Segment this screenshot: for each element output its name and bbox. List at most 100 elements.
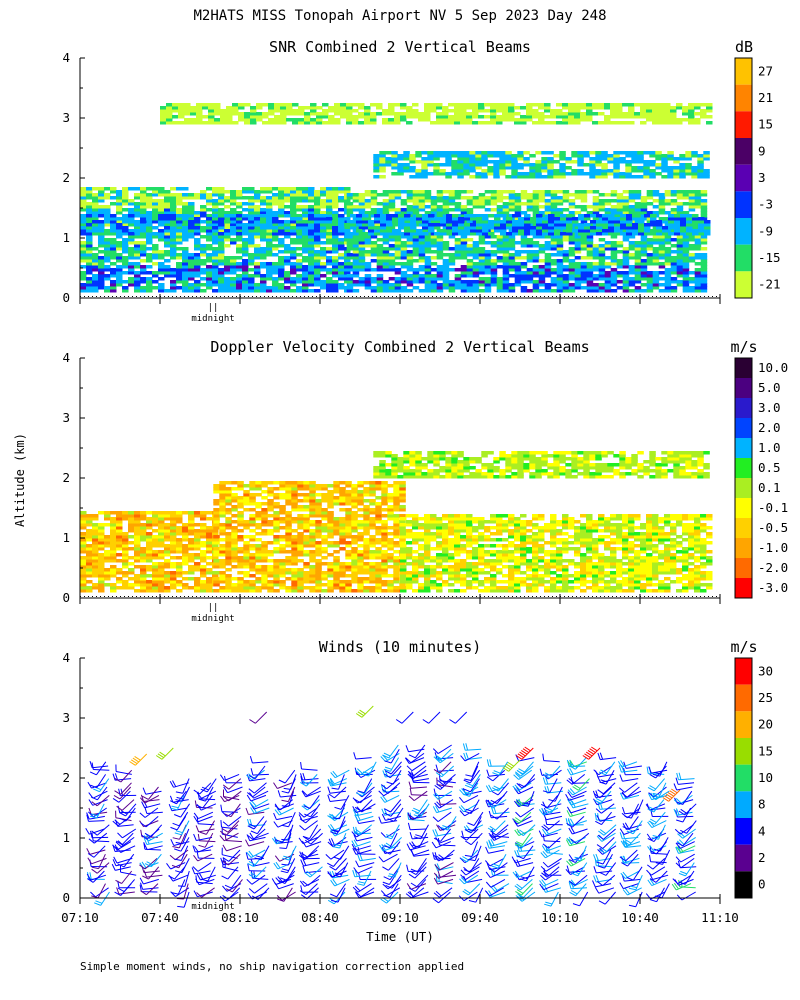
snr-cell [206,283,213,287]
snr-cell [182,256,189,260]
doppler-cell [116,511,123,515]
snr-cell [176,274,183,278]
snr-cell [508,256,516,260]
doppler-cell [80,556,87,560]
doppler-cell [164,577,171,581]
snr-cell [184,109,191,113]
snr-cell [230,217,237,221]
snr-cell [284,205,291,209]
snr-cell [296,223,303,227]
doppler-cell [110,529,117,533]
snr-cell [422,217,429,221]
snr-cell [622,196,630,200]
snr-cell [616,103,623,107]
snr-cell [266,220,273,224]
doppler-cell [237,565,244,569]
snr-cell [230,220,237,224]
doppler-cell [176,517,183,521]
snr-cell [170,274,177,278]
snr-cell [478,193,486,197]
snr-cell [562,199,570,203]
snr-cell [200,277,207,281]
snr-cell [454,268,462,272]
snr-cell [589,160,596,164]
snr-cell [406,253,414,257]
snr-cell [232,103,239,107]
snr-cell [230,241,237,245]
snr-cell [262,121,269,125]
snr-cell [380,220,387,224]
doppler-cell [231,499,238,503]
doppler-cell [140,553,147,557]
snr-cell [625,169,632,173]
snr-cell [646,109,653,113]
doppler-cell [176,574,183,578]
doppler-cell [98,577,105,581]
snr-cell [466,286,474,290]
snr-cell [466,253,474,257]
doppler-cell [213,550,220,554]
snr-cell [520,265,528,269]
snr-cell [194,253,201,257]
snr-cell [262,112,269,116]
snr-cell [332,205,339,209]
snr-cell [544,106,551,110]
snr-cell [508,106,515,110]
snr-cell [320,217,327,221]
snr-cell [580,238,588,242]
snr-cell [574,103,581,107]
snr-cell [586,103,593,107]
snr-cell [146,256,153,260]
snr-cell [658,202,666,206]
snr-cell [472,265,480,269]
doppler-cell [170,583,177,587]
snr-cell [418,253,426,257]
snr-cell [332,220,339,224]
snr-cell [332,244,339,248]
doppler-cell [219,574,226,578]
snr-cell [382,112,389,116]
snr-cell [484,202,492,206]
doppler-cell [134,541,141,545]
doppler-cell [152,583,159,587]
snr-cell [592,244,600,248]
snr-cell [376,274,384,278]
snr-cell [200,193,207,197]
snr-cell [364,268,372,272]
doppler-cell [86,520,93,524]
snr-cell [308,250,315,254]
snr-cell [182,217,189,221]
snr-cell [164,205,171,209]
snr-cell [188,274,195,278]
snr-cell [346,244,354,248]
snr-cell [98,211,105,215]
snr-cell [122,220,129,224]
doppler-cell [152,544,159,548]
snr-cell [436,271,444,275]
snr-cell [386,217,393,221]
snr-cell [104,211,111,215]
doppler-cell [116,538,123,542]
snr-cell [388,256,396,260]
snr-cell [424,238,432,242]
snr-cell [146,223,153,227]
snr-cell [146,220,153,224]
snr-cell [382,202,390,206]
snr-cell [152,235,159,239]
snr-cell [664,241,672,245]
doppler-cell [213,508,220,512]
snr-cell [224,259,231,263]
snr-cell [146,238,153,242]
snr-cell [680,226,687,230]
doppler-cell [80,541,87,545]
snr-cell [442,190,450,194]
snr-cell [140,265,147,269]
snr-cell [266,214,273,218]
snr-cell [478,121,485,125]
snr-cell [380,226,387,230]
snr-cell [302,217,309,221]
snr-cell [664,112,671,116]
snr-cell [496,196,504,200]
snr-cell [703,157,710,161]
snr-cell [472,241,480,245]
